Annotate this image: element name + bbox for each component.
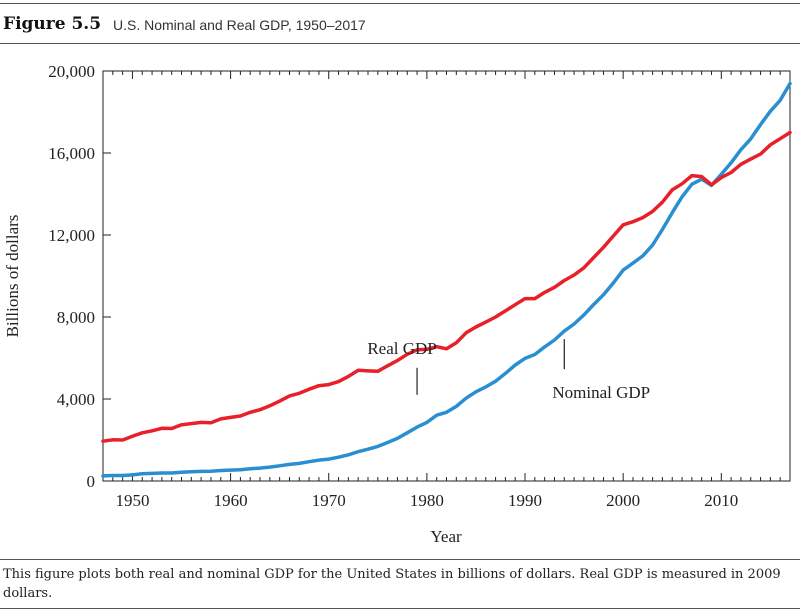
y-tick-label: 12,000 (48, 226, 95, 245)
figure-label: Figure 5.5 (3, 14, 102, 34)
y-tick-label: 8,000 (57, 308, 95, 327)
x-tick-label: 2000 (606, 491, 640, 510)
figure-caption: This figure plots both real and nominal … (3, 567, 781, 601)
x-axis-label: Year (430, 527, 462, 546)
y-tick-label: 20,000 (48, 62, 95, 81)
nominal-gdp-line (101, 81, 792, 478)
y-axis: 0 4,000 8,000 12,000 16,000 20,000 (48, 62, 111, 491)
x-tick-label: 1970 (312, 491, 346, 510)
bottom-rule (0, 608, 800, 609)
top-rule (0, 3, 800, 4)
x-tick-label: 1950 (115, 491, 149, 510)
real-gdp-annotation: Real GDP (367, 339, 436, 358)
caption-rule (0, 559, 800, 560)
annotations: Real GDP Nominal GDP (367, 339, 650, 402)
y-axis-label: Billions of dollars (3, 215, 22, 338)
x-tick-label: 1990 (508, 491, 542, 510)
y-tick-label: 4,000 (57, 390, 95, 409)
x-tick-label: 1980 (410, 491, 444, 510)
y-tick-label: 16,000 (48, 144, 95, 163)
series-lines (101, 81, 792, 478)
plot-frame (102, 70, 791, 482)
title-rule (0, 43, 800, 44)
x-axis: 1950 1960 1970 1980 1990 2000 2010 (102, 71, 791, 510)
figure-title: U.S. Nominal and Real GDP, 1950–2017 (113, 17, 366, 33)
nominal-gdp-annotation: Nominal GDP (552, 383, 650, 402)
real-gdp-line (101, 130, 792, 443)
x-tick-label: 1960 (214, 491, 248, 510)
x-tick-label: 2010 (704, 491, 738, 510)
y-tick-label: 0 (87, 472, 96, 491)
